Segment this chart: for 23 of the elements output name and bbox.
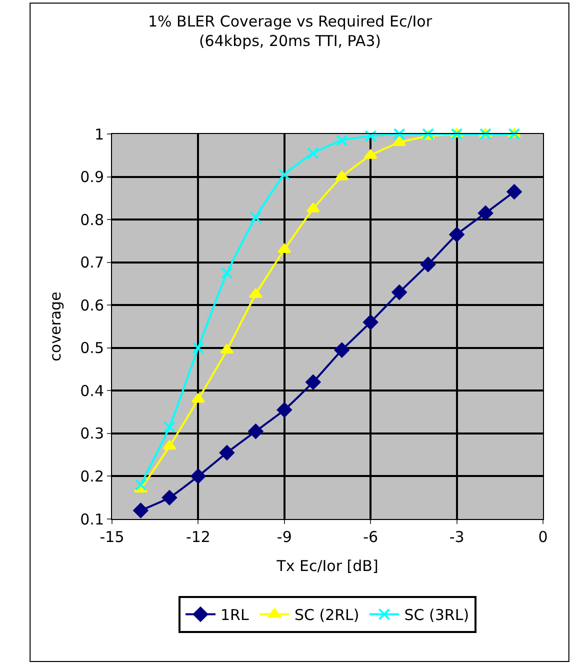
y-tick-label: 1 bbox=[94, 125, 104, 144]
legend-label: SC (2RL) bbox=[294, 606, 360, 624]
x-tick-label: -15 bbox=[100, 528, 124, 546]
y-tick-label: 0.8 bbox=[80, 210, 104, 229]
legend-label: SC (3RL) bbox=[404, 606, 470, 624]
x-tick-label: -6 bbox=[363, 528, 378, 546]
x-tick-label: -9 bbox=[276, 528, 292, 546]
y-tick-label: 0.4 bbox=[80, 382, 104, 400]
y-tick-label: 0.3 bbox=[80, 424, 104, 443]
chart-title: 1% BLER Coverage vs Required Ec/Ior bbox=[148, 12, 433, 31]
x-tick-label: -12 bbox=[186, 528, 210, 546]
y-tick-label: 0.5 bbox=[80, 339, 104, 358]
legend-label: 1RL bbox=[220, 606, 250, 624]
y-tick-label: 0.7 bbox=[80, 254, 104, 272]
chart-subtitle: (64kbps, 20ms TTI, PA3) bbox=[198, 32, 382, 50]
x-tick-label: 0 bbox=[538, 528, 548, 546]
x-tick-label: -3 bbox=[449, 528, 464, 546]
y-tick-label: 0.1 bbox=[80, 510, 104, 528]
y-axis-title: coverage bbox=[46, 292, 64, 362]
y-tick-label: 0.6 bbox=[80, 296, 104, 314]
y-tick-label: 0.2 bbox=[80, 467, 104, 486]
y-tick-label: 0.9 bbox=[80, 168, 104, 186]
x-axis-title: Tx Ec/Ior [dB] bbox=[276, 557, 378, 575]
